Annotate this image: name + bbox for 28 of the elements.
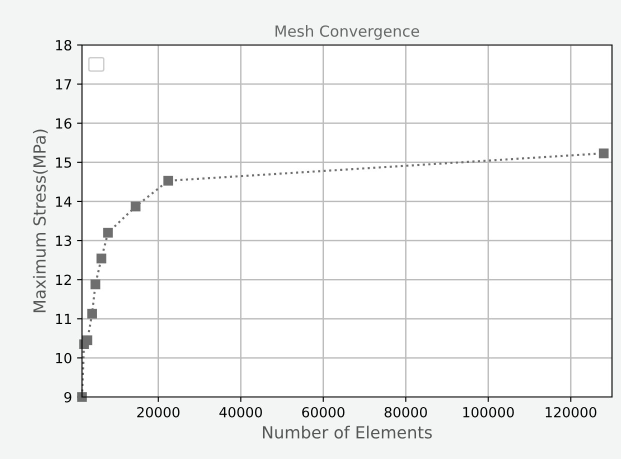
- point: [163, 176, 174, 186]
- point: [598, 148, 609, 158]
- y-tick-label: 16: [56, 118, 72, 129]
- point: [87, 308, 97, 319]
- x-tick-label: 40000: [219, 406, 262, 418]
- x-tick-label: 120000: [546, 406, 596, 418]
- y-tick-label: 17: [56, 79, 72, 90]
- y-tick-label: 18: [56, 40, 72, 50]
- point: [77, 392, 87, 402]
- x-axis-title: Number of Elements: [262, 426, 432, 439]
- y-tick-label: 13: [56, 236, 72, 246]
- y-axis-title: Maximum Stress(MPa): [32, 130, 48, 312]
- point: [96, 254, 106, 264]
- point: [130, 202, 140, 212]
- point: [82, 335, 92, 346]
- chart-title: Mesh Convergence: [276, 25, 420, 40]
- y-tick-label: 11: [56, 314, 71, 324]
- x-tick-label: 100000: [463, 406, 514, 418]
- y-tick-label: 9: [64, 392, 72, 402]
- y-tick-label: 10: [56, 352, 72, 364]
- y-tick-label: 15: [56, 157, 72, 168]
- y-tick-label: 12: [56, 274, 71, 285]
- x-tick-label: 20000: [137, 406, 180, 418]
- x-tick-label: 80000: [384, 406, 427, 418]
- point: [103, 228, 113, 238]
- x-tick-label: 60000: [302, 406, 344, 418]
- y-tick-label: 14: [56, 196, 72, 207]
- point: [90, 280, 100, 290]
